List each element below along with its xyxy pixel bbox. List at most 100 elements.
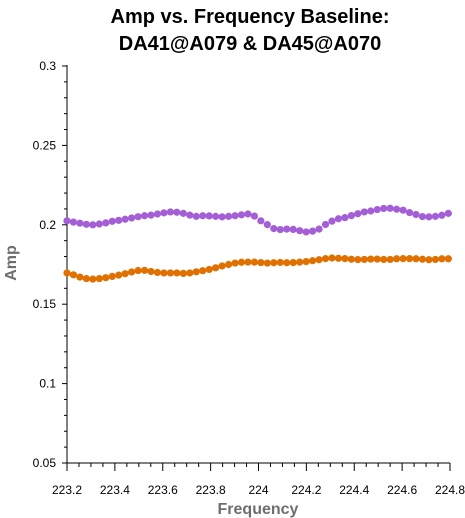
series-1-point <box>380 204 388 213</box>
series-1-point <box>308 227 317 235</box>
series-2-point <box>328 254 336 262</box>
y-tick-label: 0.15 <box>33 297 57 311</box>
series-1-point <box>334 215 343 223</box>
x-axis-title: Frequency <box>218 501 299 518</box>
series-2-point <box>102 274 110 282</box>
series-1-point <box>257 217 265 225</box>
series-2-point <box>121 270 129 278</box>
series-1-point <box>302 228 310 236</box>
series-1-point <box>237 211 246 219</box>
series-1-point <box>63 217 71 225</box>
series-1-point <box>108 217 116 225</box>
series-1-point <box>76 219 84 227</box>
series-2-point <box>321 255 330 263</box>
series-1-point <box>418 212 427 221</box>
series-1-point <box>102 219 110 227</box>
series-2-point <box>308 257 317 265</box>
series-1-point <box>438 211 446 219</box>
series-2-point <box>250 258 259 266</box>
series-2-point <box>302 258 310 266</box>
series-1-point <box>283 225 291 233</box>
series-1-point <box>425 213 433 221</box>
series-2-point <box>412 255 420 263</box>
series-1-point <box>69 218 78 226</box>
series-1-point <box>328 217 336 225</box>
series-1-point <box>367 207 375 215</box>
series-2-point <box>199 267 207 275</box>
series-2-point <box>289 258 297 267</box>
series-1-point <box>224 212 233 220</box>
y-tick-label: 0.2 <box>39 218 56 232</box>
series-2-point <box>276 258 284 267</box>
series-1-point <box>147 211 155 219</box>
series-1-point <box>160 209 168 217</box>
series-1-point <box>192 212 200 220</box>
series-2-point <box>82 275 90 283</box>
series-1-point <box>134 213 142 221</box>
series-1-point <box>431 212 439 220</box>
series-1-point <box>179 209 187 217</box>
series-2-point <box>147 267 155 276</box>
series-1-point <box>212 212 220 220</box>
series-1-point <box>393 205 401 213</box>
series-2-point <box>347 255 355 263</box>
series-1-point <box>128 214 136 222</box>
chart-title-line-1: Amp vs. Frequency Baseline: <box>110 6 390 28</box>
series-1-point <box>244 210 252 218</box>
series-2-point <box>438 255 446 263</box>
series-1-point <box>296 227 304 235</box>
x-tick-label: 223.4 <box>100 483 130 497</box>
y-tick-label: 0.25 <box>33 138 57 152</box>
series-1-point <box>405 208 414 217</box>
series-1-point <box>399 206 407 214</box>
series-1-point <box>263 221 271 229</box>
series-2-point <box>186 269 194 277</box>
series-2-point <box>386 255 394 264</box>
series-1-point <box>166 208 175 216</box>
series-2-point <box>115 271 123 279</box>
series-2-point <box>63 269 71 277</box>
series-2-point <box>192 268 200 276</box>
series-2-point <box>393 255 401 263</box>
series-2-point <box>263 259 271 267</box>
plot-axes: 0.05 0.1 0.15 0.2 0.25 0.3 223.2 223.4 223.6 223.… <box>33 59 465 497</box>
x-tick-label: 224 <box>248 483 268 497</box>
series-2-point <box>418 255 427 263</box>
series-1-point <box>205 212 213 220</box>
series-2-point <box>76 273 84 281</box>
series-2-point <box>218 262 226 270</box>
series-2-point <box>173 269 181 277</box>
x-tick-label: 224.6 <box>387 483 417 497</box>
x-tick-label: 223.6 <box>148 483 178 497</box>
series-1-point <box>82 220 90 228</box>
chart-title-line-2: DA41@A079 & DA45@A070 <box>118 33 382 55</box>
x-tick-label: 224.2 <box>291 483 321 497</box>
series-2-point <box>160 269 168 277</box>
series-1-point <box>386 204 394 212</box>
series-2-point <box>166 269 175 277</box>
series-2-point <box>134 266 142 275</box>
series-1-point <box>321 220 330 229</box>
series-2-point <box>140 266 149 274</box>
series-1-point <box>140 212 149 220</box>
series-2-point <box>373 255 381 263</box>
series-2-point <box>283 259 291 267</box>
series-2-point <box>224 260 233 269</box>
series-2-point <box>212 264 220 272</box>
series-1-point <box>121 215 129 223</box>
series-1-point <box>341 214 349 222</box>
series-2-point <box>425 256 433 264</box>
series-1-point <box>444 209 452 217</box>
y-axis-title: Amp <box>3 245 20 281</box>
series-2-point <box>354 255 362 264</box>
series-1-point <box>231 212 239 220</box>
series-2-point <box>341 255 349 263</box>
series-2-point <box>296 258 304 266</box>
series-2-point <box>360 255 368 264</box>
series-2-point <box>431 255 439 264</box>
series-2-point <box>367 255 375 263</box>
series-2-point <box>444 255 452 263</box>
series-1-point <box>347 211 355 220</box>
series-1-point <box>276 225 284 234</box>
